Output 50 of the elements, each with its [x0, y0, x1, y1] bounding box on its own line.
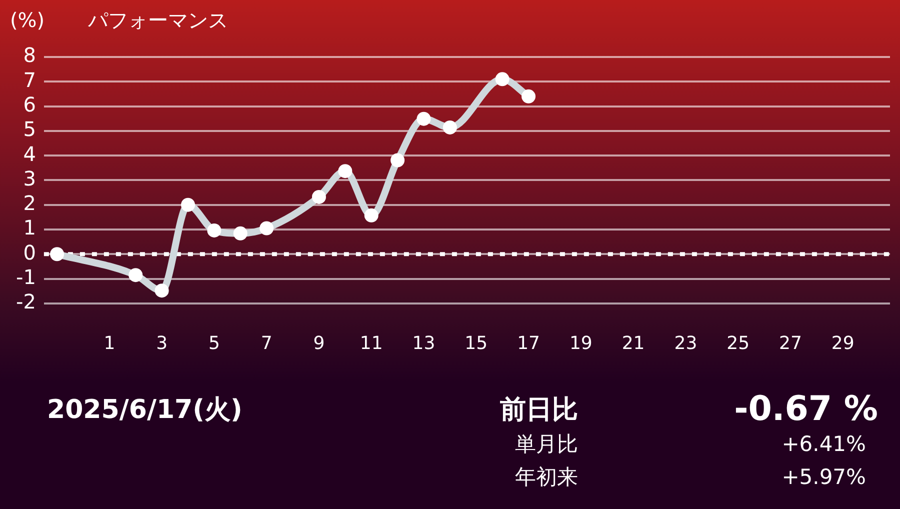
y-tick-label: 0 [23, 240, 36, 264]
x-tick-label: 7 [260, 332, 272, 354]
point [207, 223, 222, 238]
text: 2025/6/17(火) [47, 395, 242, 425]
y-axis-title: (%) [10, 8, 45, 32]
point [522, 89, 536, 104]
point [128, 268, 143, 282]
point [312, 190, 326, 204]
y-tick-label: 3 [23, 166, 36, 190]
x-tick-label: 5 [208, 332, 220, 354]
x-tick-label: 17 [517, 332, 540, 354]
point [154, 284, 169, 298]
x-tick-label: 23 [674, 332, 698, 354]
y-tick-label: 4 [23, 142, 36, 166]
x-tick-label: 1 [104, 332, 116, 354]
point [390, 153, 405, 168]
x-tick-label: 3 [156, 332, 168, 354]
x-tick-label: 27 [779, 332, 802, 354]
point [416, 112, 431, 126]
text: +6.41% [782, 432, 866, 456]
text: -0.67 % [734, 389, 878, 429]
x-tick-label: 25 [726, 332, 750, 354]
y-tick-label: 1 [23, 216, 36, 240]
y-tick-label: 2 [23, 191, 36, 216]
text: 年初来 [515, 465, 578, 489]
text: 前日比 [500, 395, 578, 425]
point [233, 226, 248, 240]
y-tick-label: -2 [16, 290, 36, 314]
point [364, 208, 378, 222]
y-tick-label: 6 [23, 92, 36, 116]
y-tick-label: -1 [16, 264, 36, 289]
x-tick-label: 29 [831, 332, 854, 354]
x-tick-label: 19 [569, 332, 592, 354]
point [495, 72, 510, 86]
point [442, 120, 457, 134]
chart-title: パフォーマンス [88, 8, 228, 32]
y-tick-label: 5 [23, 117, 36, 142]
point [50, 247, 64, 262]
text: 単月比 [515, 432, 578, 456]
point [260, 221, 274, 236]
x-tick-label: 21 [622, 332, 645, 354]
point [181, 198, 196, 212]
x-tick-label: 15 [464, 332, 488, 354]
text: +5.97% [782, 465, 866, 489]
x-tick-label: 9 [313, 332, 325, 354]
y-tick-label: 7 [23, 68, 36, 92]
x-tick-label: 13 [412, 332, 436, 354]
x-tick-label: 11 [360, 332, 383, 354]
y-tick-label: 8 [23, 43, 36, 68]
point [338, 164, 352, 178]
